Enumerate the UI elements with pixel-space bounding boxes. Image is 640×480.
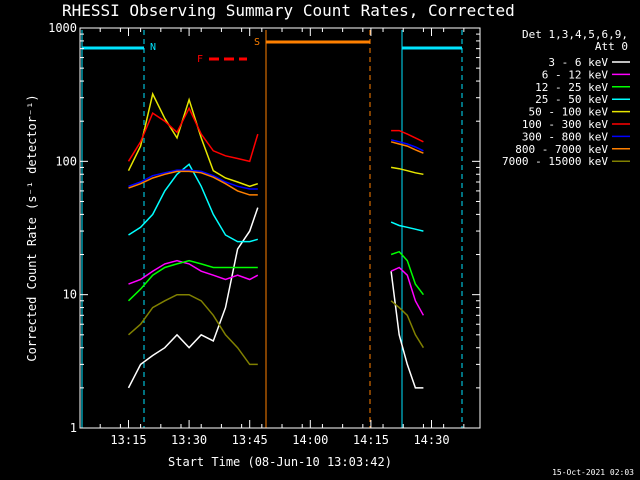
x-tick-label: 13:45 — [232, 433, 268, 447]
x-tick-label: 13:30 — [171, 433, 207, 447]
y-tick-label: 100 — [55, 154, 77, 168]
x-tick-label: 14:15 — [353, 433, 389, 447]
legend-entry-label: 25 - 50 keV — [535, 93, 608, 106]
legend-entry-label: 7000 - 15000 keV — [502, 155, 608, 168]
plot-frame — [79, 27, 481, 429]
flag-label: S — [254, 37, 260, 48]
series-line — [390, 221, 424, 232]
x-axis-label: Start Time (08-Jun-10 13:03:42) — [168, 455, 392, 469]
flag-label: F — [197, 54, 203, 65]
series-line — [128, 170, 258, 196]
series-line — [390, 271, 424, 389]
series-line — [390, 141, 424, 154]
legend-header: Att 0 — [595, 40, 628, 53]
legend-entry-label: 50 - 100 keV — [529, 106, 609, 119]
legend-header: Det 1,3,4,5,6,9, — [522, 28, 628, 41]
legend-entry-label: 100 - 300 keV — [522, 118, 608, 131]
x-tick-label: 13:15 — [110, 433, 146, 447]
chart-title: RHESSI Observing Summary Count Rates, Co… — [62, 1, 515, 20]
legend-entry-label: 12 - 25 keV — [535, 81, 608, 94]
series-line — [390, 266, 425, 316]
series-line — [390, 166, 424, 176]
axes: 13:15 13:30 13:45 14:00 14:15 14:30 1 10 100 1000 — [48, 21, 480, 447]
flag-label: N — [150, 42, 156, 53]
x-tick-label: 14:00 — [292, 433, 328, 447]
series-line — [128, 163, 259, 243]
series-line — [128, 169, 258, 190]
series-lines — [127, 91, 425, 389]
series-line — [390, 250, 424, 296]
series-line — [127, 91, 259, 188]
legend-entry-label: 800 - 7000 keV — [515, 143, 608, 156]
series-line — [127, 207, 259, 389]
series-line — [390, 300, 425, 349]
flag-bars: N F S — [81, 30, 463, 428]
y-tick-label: 10 — [63, 288, 77, 302]
series-line — [391, 129, 424, 143]
footer-date: 15-Oct-2021 02:03 — [552, 468, 634, 477]
y-tick-label: 1 — [70, 421, 77, 435]
series-line — [128, 259, 259, 285]
x-tick-label: 14:30 — [413, 433, 449, 447]
legend-entry-label: 300 - 800 keV — [522, 130, 608, 143]
series-line — [127, 106, 259, 163]
series-line — [390, 139, 424, 152]
series-line — [127, 259, 258, 302]
y-tick-label: 1000 — [48, 21, 77, 35]
legend-entry-label: 6 - 12 keV — [542, 68, 609, 81]
y-axis-label: Corrected Count Rate (s⁻¹ detector⁻¹) — [25, 94, 39, 361]
legend-entry-label: 3 - 6 keV — [548, 56, 608, 69]
series-line — [128, 293, 258, 366]
